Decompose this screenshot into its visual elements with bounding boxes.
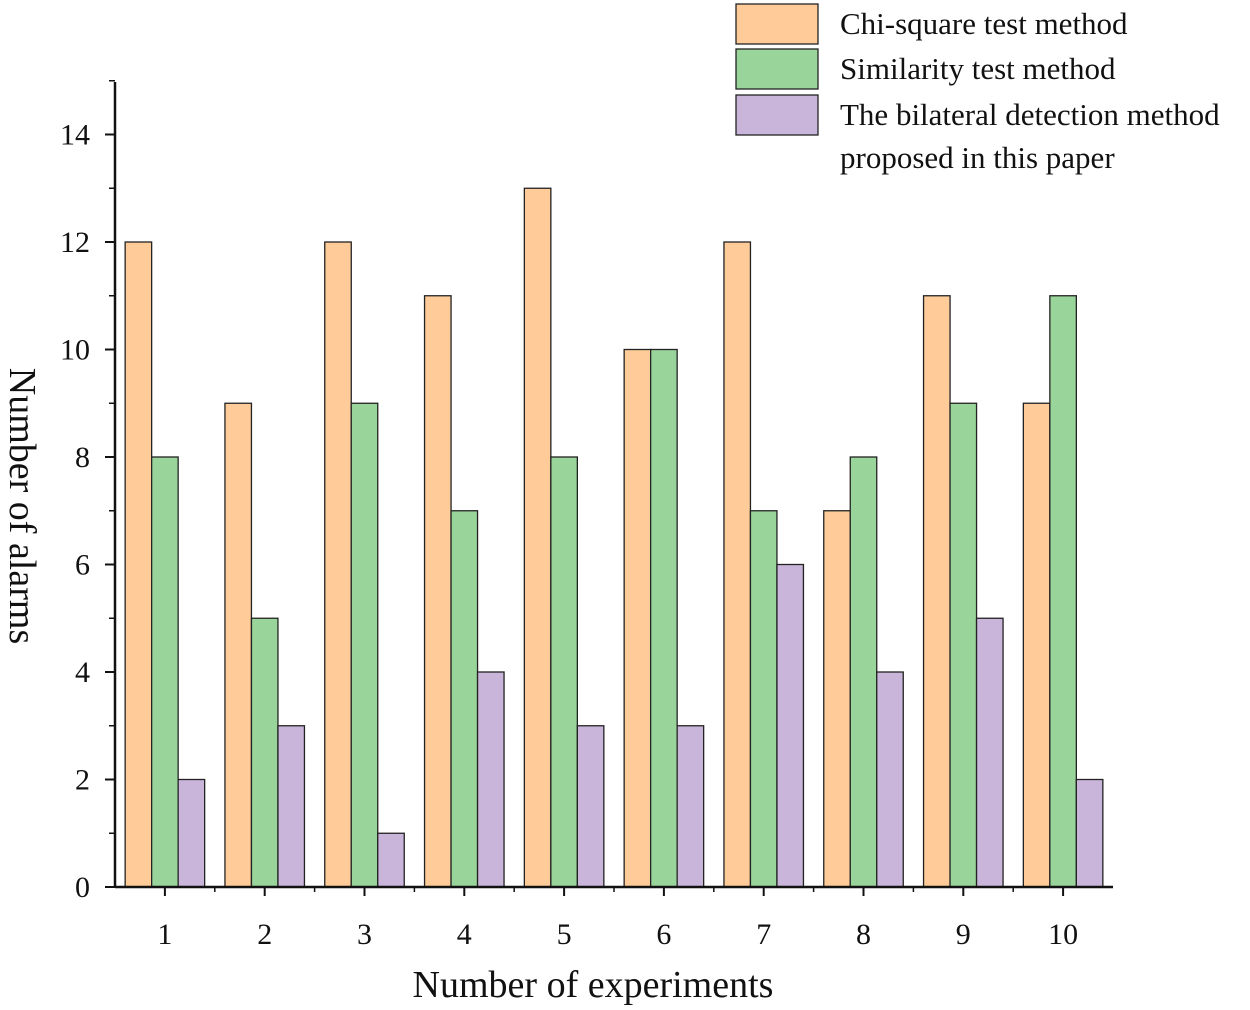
bar-2-exp-1 xyxy=(150,456,179,888)
y-tick-label: 6 xyxy=(75,549,90,582)
bar-2-exp-3 xyxy=(350,402,379,888)
bar-2-exp-8 xyxy=(849,456,878,888)
x-ticks: 1 2 3 4 5 6 7 8 9 10 xyxy=(157,887,1078,951)
legend-swatch-2 xyxy=(735,48,819,90)
legend-label-1: Chi-square test method xyxy=(840,6,1128,41)
y-tick-label: 12 xyxy=(60,226,90,259)
bar-1-exp-8 xyxy=(823,510,851,888)
bar-2-exp-10 xyxy=(1049,295,1077,888)
y-tick-label: 8 xyxy=(75,441,90,474)
bar-1-exp-10 xyxy=(1022,402,1051,888)
legend-label-3: proposed in this paper xyxy=(840,140,1115,175)
x-tick-label: 4 xyxy=(457,918,472,951)
bar-3-exp-1 xyxy=(177,778,206,888)
legend: Chi-square test method Similarity test me… xyxy=(735,3,1220,175)
bar-3-exp-7 xyxy=(776,563,805,888)
bar-3-exp-10 xyxy=(1075,778,1104,888)
bar-2-exp-7 xyxy=(749,510,778,888)
bar-3-exp-3 xyxy=(377,832,405,888)
x-tick-label: 5 xyxy=(557,918,572,951)
legend-label-3: The bilateral detection method xyxy=(840,97,1220,132)
y-tick-label: 0 xyxy=(75,871,90,904)
bar-3-exp-9 xyxy=(975,617,1004,888)
bar-3-exp-4 xyxy=(476,671,505,888)
bar-3-exp-8 xyxy=(876,671,904,888)
x-tick-label: 3 xyxy=(357,918,372,951)
y-tick-label: 2 xyxy=(75,764,90,797)
bar-1-exp-4 xyxy=(423,295,452,888)
bar-3-exp-6 xyxy=(676,725,705,888)
bar-3-exp-2 xyxy=(277,725,306,888)
y-axis-title: Number of alarms xyxy=(1,368,43,644)
bar-1-exp-5 xyxy=(523,187,552,888)
legend-label-2: Similarity test method xyxy=(840,51,1116,86)
x-tick-label: 6 xyxy=(656,918,671,951)
bar-2-exp-9 xyxy=(949,402,978,888)
bar-1-exp-6 xyxy=(623,348,652,888)
y-tick-label: 10 xyxy=(60,334,90,367)
bar-2-exp-4 xyxy=(450,510,479,888)
x-tick-label: 9 xyxy=(956,918,971,951)
y-tick-label: 14 xyxy=(60,119,90,152)
legend-swatch-3 xyxy=(735,94,819,136)
bar-1-exp-2 xyxy=(224,402,253,888)
x-tick-label: 2 xyxy=(257,918,272,951)
bar-2-exp-2 xyxy=(250,617,279,888)
x-tick-label: 7 xyxy=(756,918,771,951)
bar-1-exp-9 xyxy=(922,295,951,888)
bar-2-exp-6 xyxy=(650,348,678,888)
bar-1-exp-7 xyxy=(723,241,752,888)
y-ticks: 0 2 4 6 8 10 12 14 xyxy=(60,80,115,904)
x-tick-label: 10 xyxy=(1048,918,1078,951)
bar-1-exp-1 xyxy=(124,241,153,888)
x-tick-label: 1 xyxy=(157,918,172,951)
x-tick-label: 8 xyxy=(856,918,871,951)
bar-3-exp-5 xyxy=(576,725,605,888)
y-tick-label: 4 xyxy=(75,656,90,689)
x-axis-title: Number of experiments xyxy=(413,964,774,1006)
bar-2-exp-5 xyxy=(550,456,578,888)
bars-layer xyxy=(124,187,1104,888)
bar-1-exp-3 xyxy=(324,241,352,888)
legend-swatch-1 xyxy=(735,3,819,45)
